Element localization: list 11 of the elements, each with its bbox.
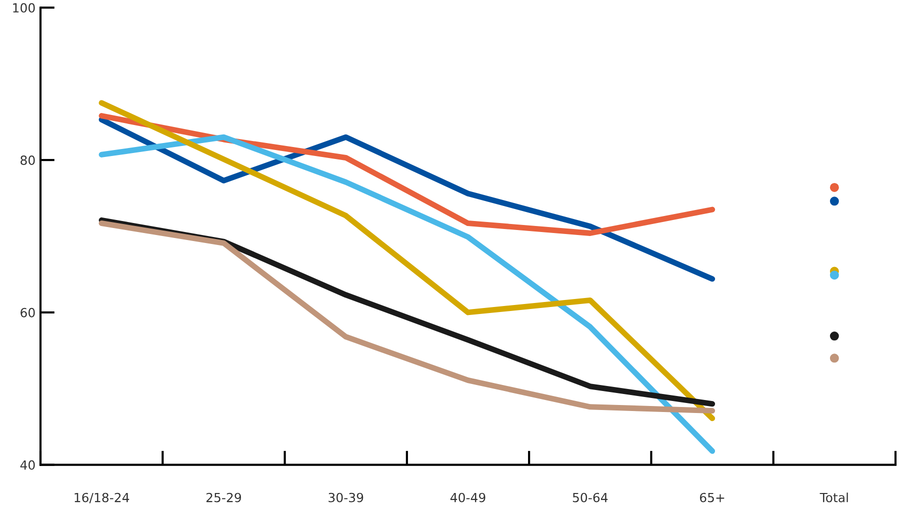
y-tick-label: 100 bbox=[13, 3, 35, 13]
y-tick-label: 60 bbox=[20, 308, 35, 318]
y-tick-label: 40 bbox=[20, 460, 35, 470]
x-tick-label: 16/18-24 bbox=[74, 492, 130, 504]
x-tick-label: 50-64 bbox=[572, 492, 608, 502]
x-tick-label: 65+ bbox=[700, 492, 724, 502]
x-tick-label: Total bbox=[820, 492, 848, 502]
x-tick-label: 30-39 bbox=[328, 492, 364, 502]
x-tick-label: 25-29 bbox=[206, 492, 241, 502]
y-tick-label: 80 bbox=[20, 155, 35, 165]
x-tick-label: 40-49 bbox=[450, 492, 486, 502]
